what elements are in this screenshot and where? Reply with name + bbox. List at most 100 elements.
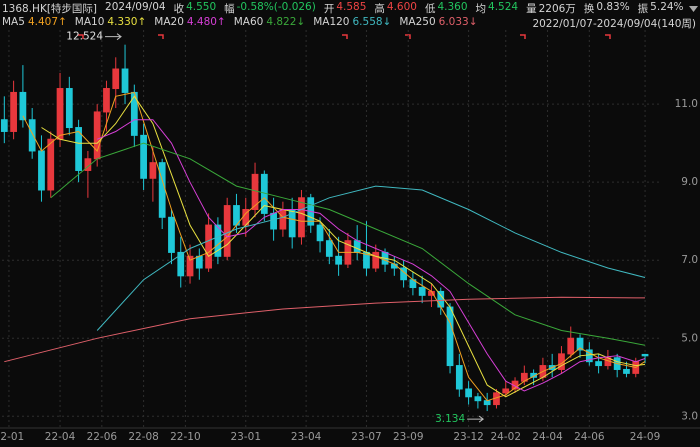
legend-value: 4.330↑ (107, 16, 147, 28)
field-label: 收 (173, 3, 185, 15)
field-label: 开 (323, 3, 335, 15)
candle-body (158, 162, 166, 218)
x-tick-label: 23-09 (393, 431, 424, 443)
candle-body (446, 306, 454, 367)
candle-body (223, 205, 231, 257)
ma-legend: MA5 4.407↑ MA10 4.330↑ MA20 4.480↑ MA60 4.822↓ M… (2, 16, 696, 31)
date-range: 2022/01/07-2024/09/04(140周) (532, 18, 696, 30)
ma-line (22, 91, 646, 402)
ma-line (4, 296, 646, 363)
y-tick-label: 11.0 (675, 98, 698, 110)
legend-name: MA120 (313, 16, 350, 28)
candle-body (502, 388, 510, 394)
field-value: 0.83% (596, 1, 630, 13)
field-value: 4.600 (386, 1, 417, 13)
candle-body (149, 162, 157, 179)
field-label: 换 (583, 3, 595, 15)
candle-body (214, 224, 222, 257)
quote-field: 振 5.24% (638, 1, 684, 16)
legend-item: MA60 4.822↓ (234, 16, 305, 31)
stock-title: 1368.HK[特步国际] (2, 3, 98, 15)
field-value: 2206万 (538, 3, 576, 15)
candle-body (112, 68, 120, 90)
y-tick-label: 7.0 (681, 254, 698, 266)
candle-body (279, 208, 287, 230)
legend-name: MA250 (399, 16, 436, 28)
candle-body (28, 119, 36, 152)
candle-body (177, 251, 185, 277)
candle-body (316, 224, 324, 242)
candle-body (65, 88, 73, 129)
quote-field: 开 4.585 (324, 1, 367, 16)
ma-line (50, 142, 646, 346)
field-value: 4.550 (186, 1, 217, 13)
candle-body (623, 368, 630, 374)
quote-field: 均 4.524 (476, 1, 519, 16)
field-value: 4.585 (336, 1, 367, 13)
field-value: 4.360 (437, 1, 468, 13)
annotation-label: 12.524 (66, 31, 103, 43)
legend-name: MA10 (74, 16, 105, 28)
field-value: 4.524 (488, 1, 519, 13)
candle-body (0, 119, 8, 132)
y-tick-label: 3.0 (681, 410, 698, 422)
legend-name: MA20 (154, 16, 184, 28)
markers (78, 34, 611, 39)
dropdown-icon[interactable] (689, 6, 698, 12)
y-tick-label: 9.0 (681, 176, 698, 188)
candle-body (168, 216, 175, 253)
candle-body (103, 88, 110, 113)
candle-body (437, 290, 445, 308)
legend-item: MA250 6.033↓ (399, 16, 477, 31)
candle-body (335, 255, 342, 265)
field-value: -0.58%(-0.026) (236, 1, 316, 13)
quote-field: 高 4.600 (374, 1, 417, 16)
field-label: 高 (374, 3, 385, 15)
annotation-arrow (105, 33, 122, 41)
legend-item: MA120 6.558↓ (313, 16, 391, 31)
x-tick-label: 23-01 (230, 431, 261, 443)
x-tick-label: 24-09 (630, 431, 661, 443)
field-value: 5.24% (650, 1, 684, 13)
field-label: 低 (424, 3, 436, 15)
x-tick-label: 24-02 (490, 431, 521, 443)
candle-body (38, 150, 45, 191)
x-tick-label: 23-04 (291, 431, 322, 443)
candle-body (567, 337, 575, 355)
legend-name: MA60 (233, 16, 264, 28)
candle-body (576, 337, 584, 351)
legend-value: 6.558↓ (352, 16, 392, 28)
legend-value: 6.033↓ (438, 16, 478, 28)
candle-body (353, 240, 361, 253)
candle-body (298, 197, 305, 238)
quote-header: 1368.HK[特步国际] 2024/09/04 收 4.550 幅 -0.58%(-… (2, 1, 684, 16)
quote-date: 2024/09/04 (105, 1, 166, 13)
candle-body (418, 287, 426, 296)
legend-item: MA20 4.480↑ (154, 16, 225, 31)
legend-value: 4.480↑ (186, 16, 226, 28)
y-tick-label: 5.0 (681, 332, 698, 344)
candle-body (195, 255, 203, 269)
candle-body (595, 361, 602, 367)
candle-body (93, 111, 101, 160)
candle-body (47, 138, 55, 191)
candle-body (474, 396, 482, 402)
ma-line (41, 95, 646, 398)
x-tick-label: 24-04 (532, 431, 563, 443)
legend-item: MA10 4.330↑ (75, 16, 146, 31)
legend-name: MA5 (2, 16, 25, 28)
quote-field: 收 4.550 (174, 1, 217, 16)
quote-field: 换 0.83% (584, 1, 630, 16)
candle-body (641, 353, 649, 357)
x-tick-label: 22-04 (45, 431, 76, 443)
field-label: 量 (526, 3, 537, 15)
x-tick-label: 22-08 (128, 431, 159, 443)
candle-body (465, 388, 472, 398)
legend-item: MA5 4.407↑ (2, 16, 67, 31)
candle-body (19, 91, 27, 121)
candle-body (270, 212, 277, 230)
quote-field: 量 2206万 (526, 1, 576, 16)
quote-field: 幅 -0.58%(-0.026) (224, 1, 316, 16)
